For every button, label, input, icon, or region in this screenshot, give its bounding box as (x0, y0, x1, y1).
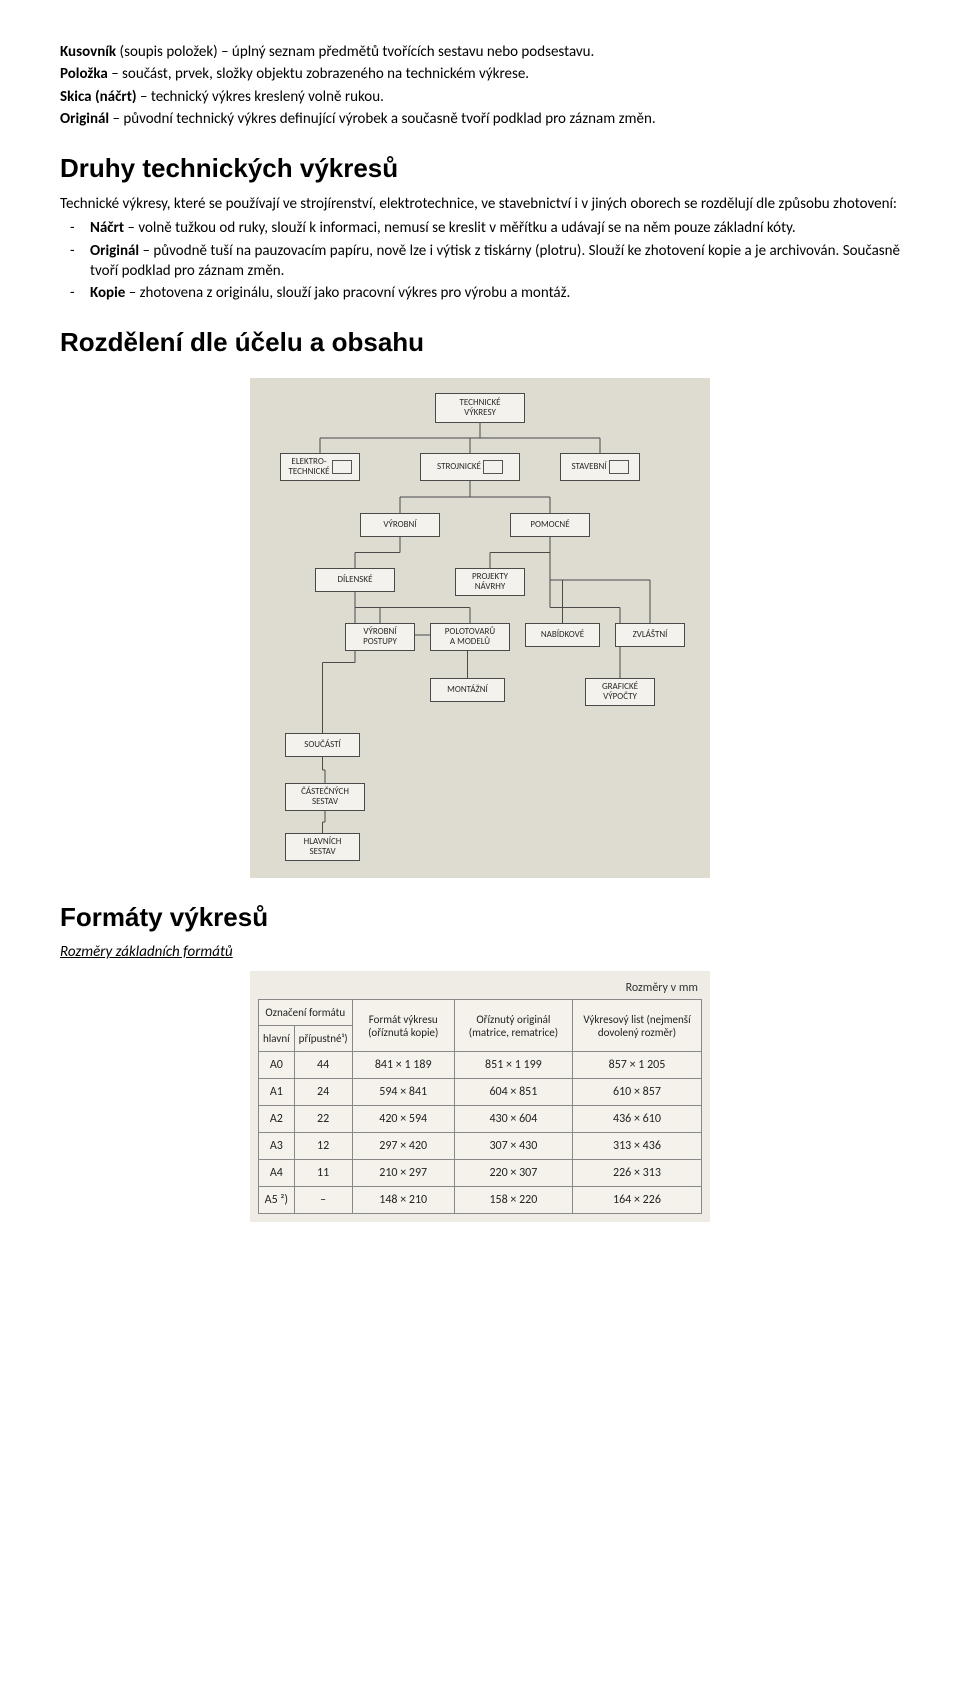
table-row: A044841 × 1 189851 × 1 199857 × 1 205 (259, 1052, 702, 1079)
table-row: A411210 × 297220 × 307226 × 313 (259, 1160, 702, 1187)
term: Originál (60, 110, 109, 128)
rest: (soupis položek) – úplný seznam předmětů… (116, 43, 594, 61)
def-kusovnik: Kusovník (soupis položek) – úplný seznam… (60, 42, 900, 62)
diagram-node: DÍLENSKÉ (315, 568, 395, 592)
list-item: Náčrt – volně tužkou od ruky, slouží k i… (90, 218, 900, 238)
table-cell: 164 × 226 (572, 1187, 701, 1214)
table-cell: A4 (259, 1160, 295, 1187)
table-cell: A5 ²) (259, 1187, 295, 1214)
table-cell: 297 × 420 (352, 1133, 454, 1160)
heading-rozdeleni: Rozdělení dle účelu a obsahu (60, 327, 900, 358)
diagram-node: MONTÁŽNÍ (430, 678, 505, 702)
table-cell: A2 (259, 1106, 295, 1133)
diagram-node: HLAVNÍCHSESTAV (285, 833, 360, 861)
table-cell: 307 × 430 (454, 1133, 572, 1160)
table-cell: 44 (294, 1052, 352, 1079)
formats-tbody: A044841 × 1 189851 × 1 199857 × 1 205A12… (259, 1052, 702, 1214)
rest: – původně tuší na pauzovacím papíru, nov… (90, 242, 900, 280)
table-caption: Rozměry v mm (258, 979, 702, 999)
def-skica: Skica (náčrt) – technický výkres kreslen… (60, 87, 900, 107)
diagram-icon (609, 460, 629, 474)
th-group: Označení formátu (259, 1000, 353, 1026)
definitions-block: Kusovník (soupis položek) – úplný seznam… (60, 42, 900, 129)
table-cell: 148 × 210 (352, 1187, 454, 1214)
diagram-node: ČÁSTEČNÝCHSESTAV (285, 783, 365, 811)
table-cell: 220 × 307 (454, 1160, 572, 1187)
th-sub2: přípustné¹) (294, 1026, 352, 1052)
table-row: A124594 × 841604 × 851610 × 857 (259, 1079, 702, 1106)
table-cell: 594 × 841 (352, 1079, 454, 1106)
term: Položka (60, 65, 108, 83)
table-cell: – (294, 1187, 352, 1214)
diagram-icon (483, 460, 503, 474)
table-cell: 420 × 594 (352, 1106, 454, 1133)
table-cell: 210 × 297 (352, 1160, 454, 1187)
term: Kusovník (60, 43, 116, 61)
heading-formaty: Formáty výkresů (60, 902, 900, 933)
diagram-node: PROJEKTYNÁVRHY (455, 568, 525, 596)
diagram-node: NABÍDKOVÉ (525, 623, 600, 647)
druhy-intro: Technické výkresy, které se používají ve… (60, 194, 900, 214)
table-cell: 313 × 436 (572, 1133, 701, 1160)
table-cell: 226 × 313 (572, 1160, 701, 1187)
table-cell: 22 (294, 1106, 352, 1133)
table-cell: 158 × 220 (454, 1187, 572, 1214)
th-c3: Formát výkresu (oříznutá kopie) (352, 1000, 454, 1052)
diagram-node: SOUČÁSTÍ (285, 733, 360, 757)
formats-table: Označení formátu Formát výkresu (oříznut… (258, 999, 702, 1214)
druhy-list: Náčrt – volně tužkou od ruky, slouží k i… (60, 218, 900, 303)
formaty-subtitle: Rozměry základních formátů (60, 943, 900, 961)
table-cell: 430 × 604 (454, 1106, 572, 1133)
diagram-node: VÝROBNÍ (360, 513, 440, 537)
th-c4: Oříznutý originál (matrice, rematrice) (454, 1000, 572, 1052)
rest: – technický výkres kreslený volně rukou. (137, 88, 384, 106)
classification-diagram: TECHNICKÉVÝKRESY ELEKTRO-TECHNICKÉ STROJN… (250, 378, 710, 878)
table-cell: 857 × 1 205 (572, 1052, 701, 1079)
diagram-node: ZVLÁŠTNÍ (615, 623, 685, 647)
heading-druhy: Druhy technických výkresů (60, 153, 900, 184)
table-cell: 841 × 1 189 (352, 1052, 454, 1079)
diagram-node: GRAFICKÉVÝPOČTY (585, 678, 655, 706)
list-item: Kopie – zhotovena z originálu, slouží ja… (90, 283, 900, 303)
diagram-node: POLOTOVARŮA MODELŮ (430, 623, 510, 651)
table-cell: 604 × 851 (454, 1079, 572, 1106)
term: Originál (90, 242, 139, 260)
def-original: Originál – původní technický výkres defi… (60, 109, 900, 129)
th-c5: Výkresový list (nejmenší dovolený rozměr… (572, 1000, 701, 1052)
table-cell: 610 × 857 (572, 1079, 701, 1106)
diagram-node: ELEKTRO-TECHNICKÉ (280, 453, 360, 481)
rest: – zhotovena z originálu, slouží jako pra… (125, 284, 570, 302)
th-sub1: hlavní (259, 1026, 295, 1052)
diagram-node: TECHNICKÉVÝKRESY (435, 393, 525, 423)
formats-table-wrap: Rozměry v mm Označení formátu Formát výk… (250, 971, 710, 1222)
table-row: A312297 × 420307 × 430313 × 436 (259, 1133, 702, 1160)
term: Náčrt (90, 219, 124, 237)
table-cell: 11 (294, 1160, 352, 1187)
rest: – původní technický výkres definující vý… (109, 110, 656, 128)
table-cell: 851 × 1 199 (454, 1052, 572, 1079)
table-row: A222420 × 594430 × 604436 × 610 (259, 1106, 702, 1133)
table-cell: A0 (259, 1052, 295, 1079)
diagram-icon (332, 460, 352, 474)
diagram-node: POMOCNÉ (510, 513, 590, 537)
term: Kopie (90, 284, 125, 302)
rest: – volně tužkou od ruky, slouží k informa… (124, 219, 796, 237)
table-cell: A3 (259, 1133, 295, 1160)
table-row: A5 ²)–148 × 210158 × 220164 × 226 (259, 1187, 702, 1214)
diagram-node: STROJNICKÉ (420, 453, 520, 481)
table-cell: 24 (294, 1079, 352, 1106)
diagram-node: VÝROBNÍPOSTUPY (345, 623, 415, 651)
table-cell: 436 × 610 (572, 1106, 701, 1133)
list-item: Originál – původně tuší na pauzovacím pa… (90, 241, 900, 282)
table-cell: 12 (294, 1133, 352, 1160)
term: Skica (náčrt) (60, 88, 137, 106)
def-polozka: Položka – součást, prvek, složky objektu… (60, 64, 900, 84)
diagram-node: STAVEBNÍ (560, 453, 640, 481)
table-cell: A1 (259, 1079, 295, 1106)
rest: – součást, prvek, složky objektu zobraze… (108, 65, 529, 83)
